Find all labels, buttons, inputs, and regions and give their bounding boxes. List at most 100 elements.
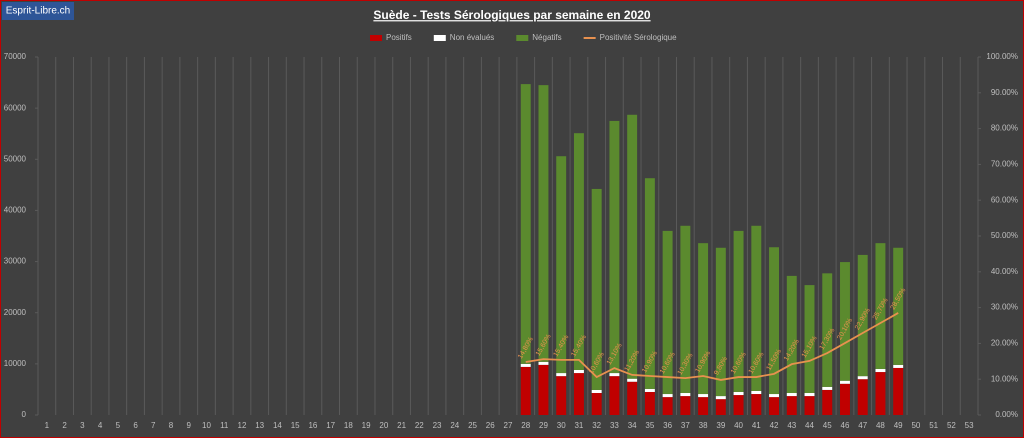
legend-swatch [433,35,446,41]
bar-segment [840,383,850,415]
x-tick-label: 33 [610,421,619,430]
y2-tick-label: 80.00% [991,124,1018,133]
bar-segment [893,247,904,365]
bar-segment [556,156,567,374]
y2-tick-label: 40.00% [991,267,1018,276]
bar-segment [520,366,531,415]
x-tick-label: 39 [716,421,725,430]
x-tick-label: 38 [699,421,708,430]
y2-tick-label: 90.00% [991,88,1018,97]
bar-segment [538,85,549,362]
x-tick-label: 27 [504,421,513,430]
y-tick-label: 70000 [4,52,27,61]
bar-segment [715,399,726,415]
y2-tick-label: 10.00% [991,374,1018,383]
bar-segment [840,262,850,381]
bar-segment [769,247,780,395]
x-tick-label: 32 [592,421,601,430]
x-tick-label: 30 [557,421,566,430]
bar-segment [591,188,602,390]
y-tick-label: 20000 [4,308,27,317]
bar-segment [644,178,655,389]
x-tick-label: 7 [151,421,156,430]
bar-segment [680,396,691,415]
bar-segment [822,389,833,415]
x-tick-label: 53 [965,421,974,430]
watermark: Esprit-Libre.ch [6,6,70,17]
bar-segment [875,372,886,415]
y-tick-label: 10000 [4,359,27,368]
bar-segment [786,275,797,394]
bar-segment [804,285,815,394]
x-tick-label: 10 [202,421,211,430]
x-tick-label: 17 [326,421,335,430]
bar-segment [804,393,815,397]
bar-segment [662,230,673,395]
y2-tick-label: 60.00% [991,195,1018,204]
bar-segment [733,391,744,396]
watermark-box [2,2,74,20]
line-series [525,312,899,381]
bar-segment [538,361,549,365]
x-tick-label: 15 [291,421,300,430]
x-tick-label: 21 [397,421,406,430]
bar-segment [733,395,744,415]
x-tick-label: 43 [787,421,796,430]
x-tick-label: 36 [663,421,672,430]
bar-segment [857,379,868,415]
x-tick-label: 28 [521,421,530,430]
bar-segment [627,378,638,382]
bar-segment [698,397,709,415]
bar-segment [751,390,762,395]
x-tick-label: 50 [911,421,920,430]
bar-segment [556,376,567,415]
bar-segment [680,393,691,397]
x-tick-label: 41 [752,421,761,430]
x-tick-label: 5 [116,421,121,430]
x-tick-label: 34 [628,421,637,430]
bar-segment [556,373,567,377]
legend-swatch [516,35,529,41]
bar-segment [875,368,886,373]
bar-segment [591,393,602,415]
bar-segment [875,243,886,369]
x-tick-label: 9 [187,421,192,430]
bar-segment [662,397,673,415]
bar-segment [893,367,904,415]
x-tick-label: 35 [645,421,654,430]
bar-segment [627,381,638,415]
bar-segment [822,386,833,390]
y2-tick-label: 30.00% [991,303,1018,312]
x-tick-label: 2 [62,421,67,430]
bar-segment [609,120,620,374]
bar-segment [786,396,797,415]
bar-segment [769,394,780,398]
x-tick-label: 13 [255,421,264,430]
bar-segment [715,396,726,400]
x-tick-label: 26 [486,421,495,430]
bar-segment [609,373,620,377]
y2-tick-label: 0.00% [995,410,1018,419]
x-tick-label: 8 [169,421,174,430]
y-tick-label: 50000 [4,154,27,163]
bar-segment [573,133,584,370]
x-tick-label: 11 [220,421,229,430]
y2-tick-label: 70.00% [991,160,1018,169]
legend-label: Positifs [386,33,412,42]
x-tick-label: 40 [734,421,743,430]
x-tick-label: 29 [539,421,548,430]
legend-label: Non évalués [450,33,494,42]
y2-tick-label: 50.00% [991,231,1018,240]
x-tick-label: 14 [273,421,282,430]
bar-segment [609,376,620,415]
bar-segment [840,380,850,384]
x-tick-label: 42 [770,421,779,430]
bar-segment [769,397,780,415]
x-tick-label: 23 [433,421,442,430]
x-tick-label: 1 [45,421,50,430]
x-tick-label: 31 [574,421,583,430]
y2-tick-label: 20.00% [991,339,1018,348]
x-tick-label: 37 [681,421,690,430]
